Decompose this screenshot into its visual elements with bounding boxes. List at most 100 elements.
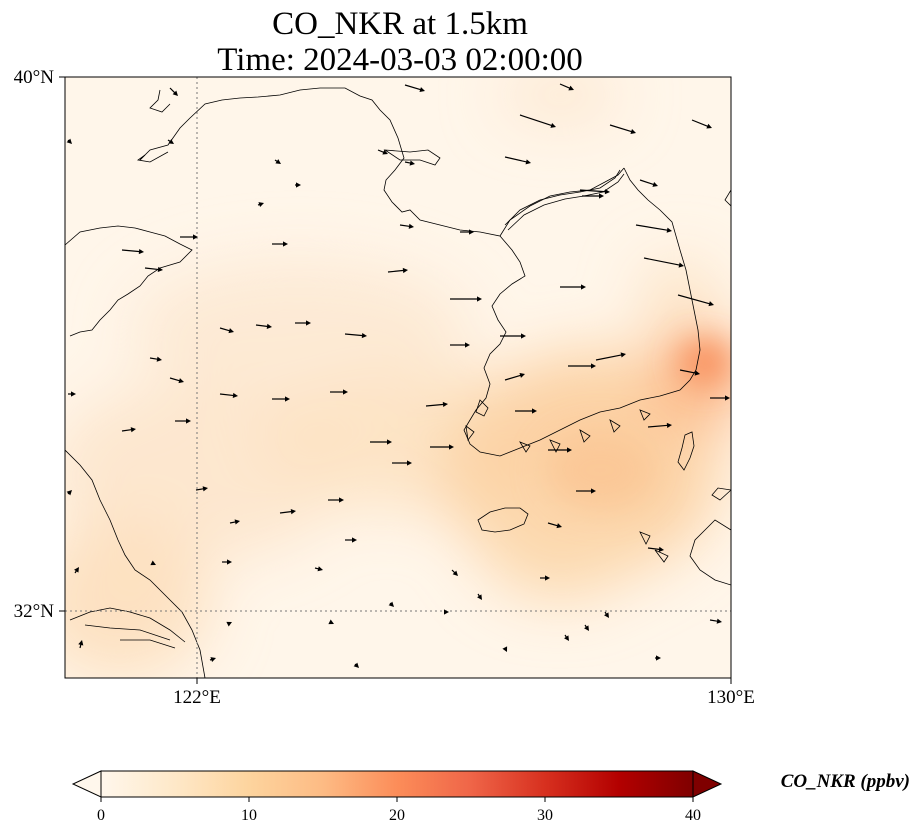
axis-ticks xyxy=(59,76,732,684)
map-title: CO_NKR at 1.5km xyxy=(272,6,528,42)
wind-vector-shaft xyxy=(279,510,293,514)
wind-vector-head xyxy=(545,575,550,581)
wind-vector-shaft xyxy=(121,428,133,432)
wind-vector-shaft xyxy=(579,189,607,193)
wind-vector-head xyxy=(465,342,470,348)
wind-vector-head xyxy=(725,395,730,401)
wind-vector-shaft xyxy=(559,83,571,89)
wind-vector-head xyxy=(620,352,626,358)
wind-vector-head xyxy=(591,363,596,369)
wind-vector-shaft xyxy=(639,179,655,186)
wind-vector-shaft xyxy=(709,619,719,622)
colorbar-tick-0: 0 xyxy=(97,807,105,824)
wind-vector-head xyxy=(477,296,482,302)
wind-vector-head xyxy=(228,328,234,334)
wind-vector-head xyxy=(232,392,238,399)
wind-vector-head xyxy=(193,234,198,240)
wind-vector-head xyxy=(409,160,415,166)
lon-tick-122e: 122°E xyxy=(173,687,221,708)
wind-vector-head xyxy=(666,422,672,429)
colorbar-label: CO_NKR (ppbv) xyxy=(780,771,910,792)
colorbar-tick-30: 30 xyxy=(537,807,553,824)
wind-vector-shaft xyxy=(595,354,623,361)
wind-vector-head xyxy=(502,646,508,652)
wind-vector-head xyxy=(275,159,281,164)
wind-vector-head xyxy=(296,182,301,188)
wind-vector-head xyxy=(532,408,537,414)
wind-vector-head xyxy=(444,609,449,615)
wind-vector-head xyxy=(202,486,208,492)
wind-vector-shaft xyxy=(647,547,661,551)
wind-vector-head xyxy=(234,519,240,525)
wind-vector-head xyxy=(266,323,272,329)
wind-vector-head xyxy=(387,439,392,445)
wind-vector-head xyxy=(283,241,288,247)
wind-vector-head xyxy=(604,189,610,195)
wind-vector-head xyxy=(716,618,722,624)
coastlines xyxy=(65,87,731,678)
lon-tick-130e: 130°E xyxy=(707,687,755,708)
wind-vector-head xyxy=(71,391,76,397)
wind-vector-head xyxy=(599,193,604,199)
wind-vector-head xyxy=(708,301,714,307)
wind-vector-shaft xyxy=(635,224,669,231)
wind-vector-shaft xyxy=(387,269,405,273)
wind-vector-head xyxy=(521,333,526,339)
wind-vector-head xyxy=(186,418,191,424)
wind-vector-shaft xyxy=(643,257,681,266)
wind-vector-head xyxy=(210,657,216,663)
wind-vector-head xyxy=(666,227,672,233)
wind-vector-head xyxy=(477,594,482,600)
wind-vector-shaft xyxy=(504,374,522,381)
wind-vector-head xyxy=(452,570,458,576)
wind-vector-head xyxy=(168,139,174,144)
wind-vector-head xyxy=(130,427,136,433)
wind-vector-head xyxy=(361,332,367,339)
wind-vector-head xyxy=(408,223,414,229)
wind-vector-head xyxy=(584,625,589,631)
wind-vector-shaft xyxy=(425,403,445,407)
wind-vector-shaft xyxy=(255,324,269,328)
wind-vector-shaft xyxy=(229,521,237,524)
wind-vector-shaft xyxy=(195,488,205,491)
wind-vector-shaft xyxy=(547,522,559,527)
wind-vector-head xyxy=(591,488,596,494)
map-subtitle-time: Time: 2024-03-03 02:00:00 xyxy=(217,42,583,78)
wind-vector-head xyxy=(388,601,394,607)
wind-vector-shaft xyxy=(677,294,711,305)
wind-vector-shaft xyxy=(691,119,709,128)
wind-vector-head xyxy=(382,149,388,155)
wind-vector-shaft xyxy=(519,114,553,127)
co-concentration-field xyxy=(65,77,731,678)
wind-vector-head xyxy=(227,559,232,565)
wind-vector-head xyxy=(442,401,448,408)
colorbar-tick-40: 40 xyxy=(685,807,701,824)
wind-vector-shaft xyxy=(121,249,141,253)
wind-vector-head xyxy=(317,566,323,572)
map-frame xyxy=(64,76,732,679)
wind-vector-shaft xyxy=(647,424,669,428)
wind-vectors xyxy=(66,83,730,668)
wind-vector-head xyxy=(353,662,359,668)
colorbar-tick-20: 20 xyxy=(389,807,405,824)
wind-vector-shaft xyxy=(399,224,411,228)
wind-vector-head xyxy=(343,389,348,395)
wind-vector-shaft xyxy=(144,267,160,271)
wind-vector-shaft xyxy=(219,393,235,397)
wind-vector-head xyxy=(172,90,178,96)
wind-vector-head xyxy=(656,655,661,661)
wind-vector-shaft xyxy=(679,369,697,374)
lat-tick-40n: 40°N xyxy=(13,67,54,88)
gridlines xyxy=(65,77,731,678)
wind-vector-head xyxy=(157,266,163,273)
wind-vector-shaft xyxy=(169,87,176,94)
wind-vector-shaft xyxy=(404,84,422,91)
wind-vector-head xyxy=(567,447,572,453)
wind-vector-head xyxy=(564,635,569,641)
wind-vector-head xyxy=(469,229,474,235)
wind-vector-head xyxy=(74,567,79,573)
wind-vector-shaft xyxy=(169,377,181,382)
lat-tick-32n: 32°N xyxy=(13,601,54,622)
wind-vector-shaft xyxy=(404,161,412,164)
